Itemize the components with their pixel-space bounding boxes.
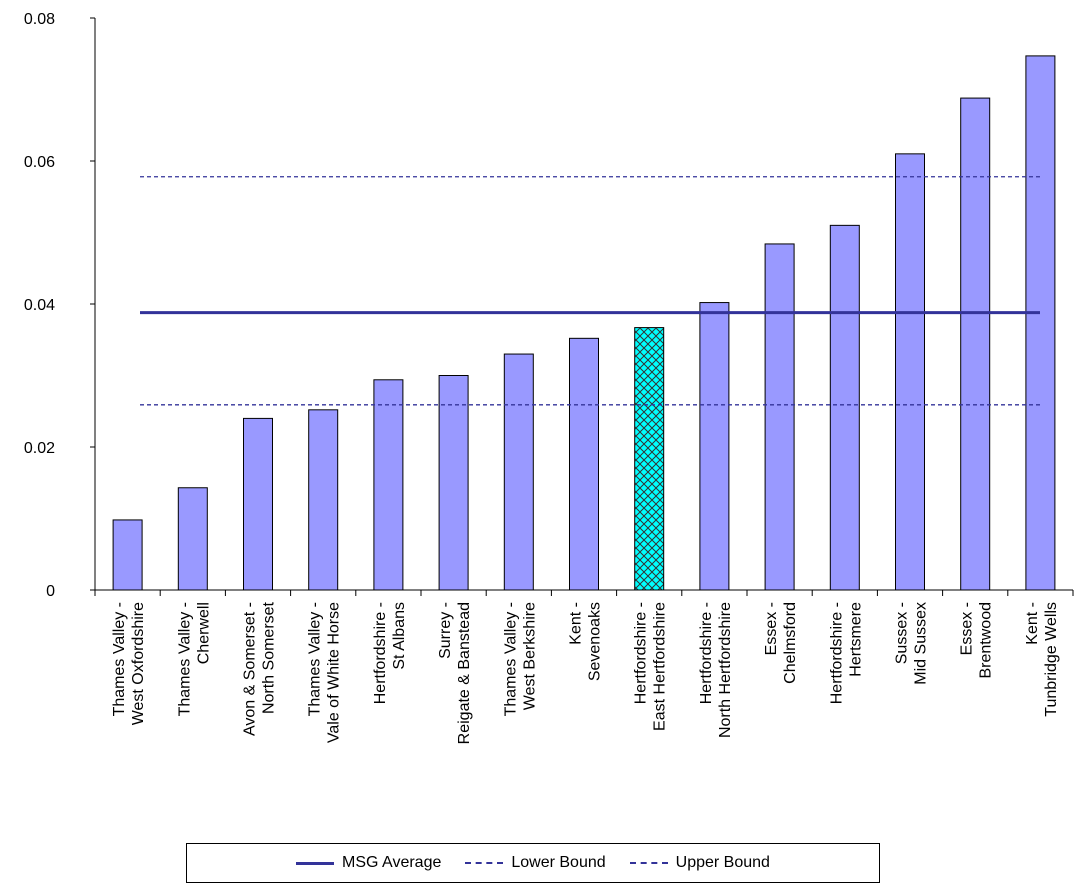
bar-highlighted <box>634 327 665 591</box>
x-category-label: Thames Valley - West Berkshire <box>502 602 538 717</box>
legend-label-lower-bound: Lower Bound <box>511 854 606 871</box>
legend-swatch-msg-average <box>296 861 335 865</box>
x-category-label-line: Thames Valley - <box>176 602 193 716</box>
x-category-label-line: Vale of White Horse <box>326 602 343 743</box>
x-category-label-line: Cherwell <box>195 602 212 664</box>
x-category-label-line: Essex - <box>959 602 976 655</box>
legend-item-msg-average: MSG Average <box>296 854 441 872</box>
x-category-label: Thames Valley - Vale of White Horse <box>307 602 343 743</box>
y-tick-label: 0.06 <box>24 154 55 171</box>
x-category-label: Thames Valley - West Oxfordshire <box>111 602 147 725</box>
y-tick-label: 0.04 <box>24 297 55 314</box>
bar <box>569 337 599 591</box>
x-category-label-line: North Somerset <box>261 601 278 714</box>
x-category-label: Hertfordshire - St Albans <box>372 602 408 704</box>
x-category-label-line: Tunbridge Wells <box>1043 602 1060 717</box>
x-category-label-line: Hertfordshire - <box>633 602 650 704</box>
x-category-label: Essex - Brentwood <box>959 602 995 679</box>
x-category-label-line: West Berkshire <box>521 602 538 710</box>
x-category-label-line: Hertsmere <box>847 602 864 677</box>
x-category-label-line: Hertfordshire - <box>828 602 845 704</box>
legend-swatch-upper-bound <box>629 862 668 864</box>
bar <box>1025 55 1056 591</box>
x-category-label: Hertfordshire - East Hertfordshire <box>633 602 669 731</box>
bar <box>112 519 143 591</box>
x-category-label: Hertfordshire - North Hertfordshire <box>698 602 734 738</box>
bar <box>960 97 991 591</box>
x-category-label: Kent - Sevenoaks <box>568 602 604 681</box>
bar <box>764 243 795 591</box>
bar <box>829 224 860 591</box>
x-category-label-line: Kent - <box>568 602 585 645</box>
bar <box>503 353 534 591</box>
x-category-label-line: North Hertfordshire <box>717 602 734 738</box>
x-category-label-line: Sussex - <box>894 602 911 664</box>
x-category-label-line: Thames Valley - <box>111 602 128 716</box>
x-category-label-line: Hertfordshire - <box>698 602 715 704</box>
x-category-label: Thames Valley - Cherwell <box>176 602 212 716</box>
bar <box>373 379 404 591</box>
x-category-label-line: St Albans <box>391 602 408 670</box>
legend-swatch-lower-bound <box>465 862 504 864</box>
x-category-label-line: Surrey - <box>437 602 454 659</box>
x-category-label-line: Sevenoaks <box>587 602 604 681</box>
x-category-label-line: Brentwood <box>978 602 995 679</box>
bar <box>895 153 925 591</box>
x-category-label: Avon & Somerset - North Somerset <box>242 601 278 736</box>
x-category-label-line: Mid Sussex <box>913 602 930 685</box>
y-tick-label: 0.02 <box>24 440 55 457</box>
x-category-label-line: Chelmsford <box>782 602 799 684</box>
x-category-label-line: Thames Valley - <box>307 602 324 716</box>
bar <box>308 409 339 591</box>
y-tick-label: 0.08 <box>24 11 55 28</box>
bar <box>699 302 730 591</box>
bar <box>438 375 469 591</box>
legend-item-lower-bound: Lower Bound <box>465 854 606 872</box>
x-category-label-line: Hertfordshire - <box>372 602 389 704</box>
x-category-label-line: Thames Valley - <box>502 602 519 716</box>
y-tick-label: 0 <box>46 583 55 600</box>
x-category-label-line: Essex - <box>763 602 780 655</box>
chart-legend: MSG Average Lower Bound Upper Bound <box>186 843 880 883</box>
x-category-label-line: East Hertfordshire <box>652 602 669 731</box>
x-category-label: Kent - Tunbridge Wells <box>1024 602 1060 717</box>
x-category-label: Essex - Chelmsford <box>763 602 799 684</box>
bar <box>243 417 273 591</box>
x-category-label-line: West Oxfordshire <box>130 602 147 725</box>
legend-item-upper-bound: Upper Bound <box>629 854 770 872</box>
bar <box>177 487 208 591</box>
x-category-label: Sussex - Mid Sussex <box>894 602 930 685</box>
x-category-label-line: Avon & Somerset - <box>242 602 259 736</box>
legend-label-msg-average: MSG Average <box>342 854 442 871</box>
x-category-label-line: Kent - <box>1024 602 1041 645</box>
x-category-label: Hertfordshire - Hertsmere <box>828 602 864 704</box>
x-category-label-line: Reigate & Banstead <box>456 602 473 744</box>
x-category-label: Surrey - Reigate & Banstead <box>437 602 473 744</box>
legend-label-upper-bound: Upper Bound <box>675 854 770 871</box>
